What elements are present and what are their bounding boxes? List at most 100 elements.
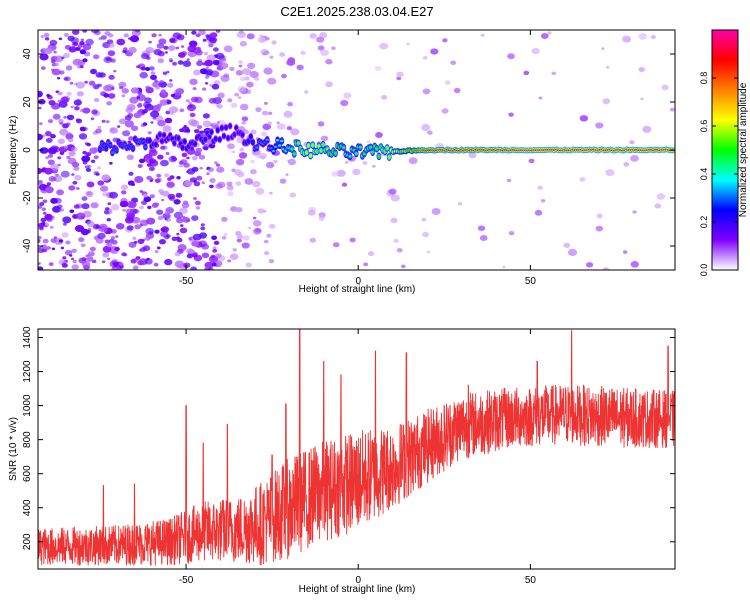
heatmap-cell (252, 220, 262, 227)
heatmap-cell (61, 263, 68, 268)
heatmap-cell (47, 119, 54, 124)
heatmap-cell (139, 205, 144, 210)
heatmap-cell (176, 232, 180, 236)
heatmap-cell (134, 176, 144, 183)
colorbar-tick-label: 0.6 (699, 120, 709, 133)
heatmap-cell (107, 42, 115, 48)
heatmap-cell (147, 131, 152, 135)
heatmap-cell (106, 218, 112, 222)
heatmap-cell (193, 142, 197, 146)
heatmap-cell (213, 161, 218, 165)
heatmap-cell (90, 159, 96, 163)
heatmap-cell (151, 81, 159, 88)
heatmap-cell (41, 207, 46, 211)
heatmap-cell (50, 134, 56, 139)
heatmap-cell (278, 144, 282, 147)
heatmap-cell (257, 36, 267, 44)
heatmap-cell (216, 128, 220, 132)
heatmap-cell (143, 145, 148, 149)
heatmap-cell (602, 267, 609, 270)
heatmap-cell (77, 44, 83, 49)
heatmap-cell (146, 175, 153, 181)
heatmap-cell (156, 209, 164, 215)
heatmap-cell (133, 241, 138, 244)
heatmap-cell (341, 182, 348, 187)
heatmap-cell (190, 96, 199, 103)
heatmap-cell (273, 159, 278, 164)
heatmap-cell (421, 124, 431, 131)
heatmap-cell (75, 118, 83, 124)
heatmap-cell (61, 232, 69, 238)
heatmap-cell (285, 173, 289, 176)
heatmap-cell (224, 126, 228, 129)
heatmap-cell (379, 42, 389, 50)
heatmap-cell (63, 52, 70, 59)
heatmap-cell (250, 169, 257, 175)
heatmap-cell (331, 171, 339, 177)
heatmap-cell (216, 166, 225, 173)
heatmap-cell (200, 223, 205, 227)
heatmap-cell (157, 154, 164, 160)
heatmap-cell (97, 232, 106, 240)
heatmap-cell (239, 76, 246, 82)
heatmap-cell (205, 66, 209, 69)
heatmap-cell (265, 161, 275, 169)
heatmap-cell (319, 149, 323, 152)
heatmap-cell (47, 147, 58, 155)
heatmap-cell (189, 112, 196, 118)
heatmap-cell (172, 141, 177, 145)
heatmap-cell (194, 200, 201, 206)
heatmap-cell (317, 144, 321, 148)
heatmap-cell (371, 150, 375, 154)
heatmap-cell (164, 173, 170, 178)
heatmap-cell (105, 207, 110, 211)
heatmap-cell (202, 38, 207, 42)
heatmap-cell (242, 68, 251, 75)
heatmap-cell (85, 152, 92, 157)
heatmap-cell (220, 75, 230, 82)
heatmap-cell (207, 135, 212, 138)
heatmap-cell (238, 64, 243, 68)
heatmap-cell (234, 92, 240, 97)
heatmap-cell (79, 41, 85, 46)
heatmap-cell (82, 150, 87, 155)
heatmap-cell (220, 126, 224, 130)
heatmap-cell (638, 67, 645, 72)
heatmap-cell (287, 102, 293, 107)
heatmap-cell (374, 65, 382, 71)
heatmap-cell (204, 82, 209, 85)
heatmap-cell (167, 82, 174, 88)
heatmap-cell (157, 215, 164, 221)
heatmap-cell (267, 77, 277, 85)
heatmap-cell (189, 177, 197, 183)
heatmap-cell (103, 93, 110, 98)
heatmap-cell (318, 212, 326, 218)
heatmap-cell (200, 226, 206, 231)
heatmap-cell (192, 87, 197, 91)
heatmap-cell (93, 155, 99, 160)
heatmap-cell (40, 66, 46, 70)
heatmap-cell (191, 240, 199, 247)
heatmap-cell (69, 81, 74, 85)
heatmap-cell (182, 60, 192, 67)
heatmap-cell (273, 145, 278, 148)
heatmap-cell (171, 156, 178, 162)
heatmap-cell (45, 131, 52, 137)
heatmap-cell (244, 76, 250, 81)
heatmap-cell (71, 173, 75, 176)
y-tick-label: 20 (22, 96, 33, 108)
heatmap-cell (160, 159, 169, 167)
heatmap-cell (117, 125, 121, 128)
heatmap-cell (103, 84, 112, 92)
heatmap-cell (279, 52, 286, 57)
heatmap-cell (137, 238, 145, 245)
heatmap-cell (537, 185, 543, 190)
heatmap-cell (267, 121, 272, 125)
heatmap-cell (128, 136, 134, 141)
heatmap-cell (343, 92, 352, 99)
x-tick-label: -50 (179, 575, 194, 586)
heatmap-cell (245, 262, 252, 268)
heatmap-cell (121, 190, 127, 195)
heatmap-cell (253, 76, 260, 81)
heatmap-cell (38, 180, 43, 185)
